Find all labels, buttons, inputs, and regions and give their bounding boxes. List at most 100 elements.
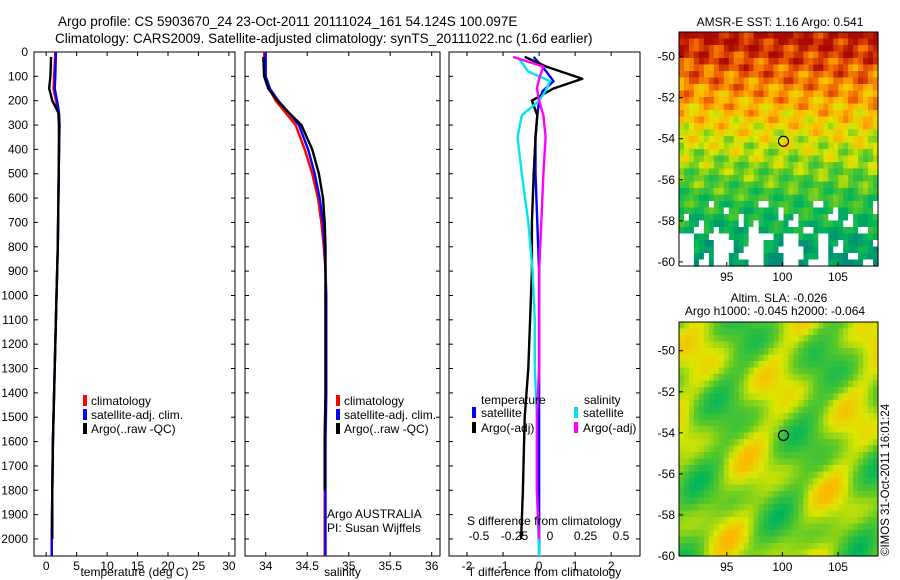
- map-cell: [718, 227, 725, 235]
- x-tick-label: 34.5: [296, 559, 320, 573]
- map-cell: [853, 240, 859, 248]
- map-cell: [679, 168, 685, 176]
- map-cell: [763, 393, 770, 401]
- map-cell: [833, 240, 839, 248]
- map-cell: [843, 484, 849, 492]
- map-cell: [758, 374, 765, 382]
- map-cell: [689, 246, 695, 254]
- map-cell: [828, 233, 834, 241]
- map-cell: [713, 240, 720, 248]
- map-cell: [743, 543, 750, 551]
- map-cell: [679, 458, 685, 466]
- map-cell: [689, 188, 695, 196]
- map-cell: [679, 181, 685, 189]
- map-cell: [708, 240, 715, 248]
- map-cell: [738, 142, 745, 150]
- map-cell: [803, 51, 809, 59]
- map-cell: [698, 497, 705, 505]
- map-cell: [753, 175, 760, 183]
- map-cell: [863, 354, 869, 362]
- map-cell: [838, 374, 844, 382]
- map-cell: [679, 465, 685, 473]
- map-cell: [748, 471, 755, 479]
- map-cell: [833, 188, 839, 196]
- map-cell: [858, 549, 864, 557]
- map-cell: [813, 426, 819, 434]
- map-cell: [828, 162, 834, 170]
- map-cell: [788, 214, 795, 222]
- map-cell: [758, 149, 765, 157]
- map-cell: [793, 181, 799, 189]
- map-cell: [778, 354, 785, 362]
- map-cell: [728, 322, 735, 330]
- map-cell: [684, 103, 690, 111]
- map-cell: [693, 484, 700, 492]
- map-cell: [838, 536, 844, 544]
- map-cell: [838, 58, 844, 66]
- map-cell: [728, 484, 735, 492]
- map-cell: [803, 419, 809, 427]
- map-cell: [758, 32, 765, 40]
- map-cell: [853, 497, 859, 505]
- map-cell: [818, 45, 824, 53]
- map-cell: [703, 536, 710, 544]
- map-cell: [783, 471, 790, 479]
- map-cell: [684, 181, 690, 189]
- map-cell: [773, 227, 780, 235]
- map-cell: [689, 201, 695, 209]
- map-cell: [773, 84, 780, 92]
- map-cell: [818, 341, 824, 349]
- map-cell: [873, 259, 879, 267]
- map-cell: [738, 38, 745, 46]
- map-cell: [843, 38, 849, 46]
- map-cell: [684, 45, 690, 53]
- map-cell: [679, 129, 685, 137]
- map-cell: [689, 354, 695, 362]
- map-cell: [758, 77, 765, 85]
- map-cell: [748, 162, 755, 170]
- map-cell: [853, 253, 859, 261]
- map-cell: [703, 168, 710, 176]
- map-cell: [858, 504, 864, 512]
- map-cell: [758, 84, 765, 92]
- map-cell: [708, 155, 715, 163]
- map-cell: [718, 155, 725, 163]
- map-cell: [808, 175, 814, 183]
- map-x-tick-label: 95: [720, 560, 734, 574]
- map-cell: [788, 168, 795, 176]
- map-cell: [713, 419, 720, 427]
- map-cell: [738, 207, 745, 215]
- map-cell: [703, 110, 710, 118]
- map-cell: [689, 194, 695, 202]
- map-cell: [798, 419, 804, 427]
- map-cell: [788, 207, 795, 215]
- map-cell: [728, 129, 735, 137]
- map-cell: [684, 123, 690, 131]
- map-cell: [708, 335, 715, 343]
- map-cell: [689, 110, 695, 118]
- map-cell: [748, 253, 755, 261]
- map-cell: [813, 103, 819, 111]
- map-cell: [843, 413, 849, 421]
- map-cell: [698, 90, 705, 98]
- map-cell: [693, 110, 700, 118]
- map-cell: [773, 77, 780, 85]
- map-cell: [798, 51, 804, 59]
- map-cell: [783, 445, 790, 453]
- map-cell: [684, 348, 690, 356]
- map-cell: [684, 38, 690, 46]
- map-cell: [813, 361, 819, 369]
- map-cell: [679, 58, 685, 66]
- map-cell: [684, 523, 690, 531]
- map-cell: [853, 110, 859, 118]
- map-cell: [679, 439, 685, 447]
- map-cell: [738, 227, 745, 235]
- map-cell: [743, 116, 750, 124]
- legend-swatch-sal-satellite: [574, 407, 578, 418]
- map-cell: [768, 220, 775, 228]
- map-cell: [718, 387, 725, 395]
- map-cell: [689, 341, 695, 349]
- map-cell: [818, 64, 824, 72]
- map-cell: [738, 259, 745, 267]
- map-cell: [703, 432, 710, 440]
